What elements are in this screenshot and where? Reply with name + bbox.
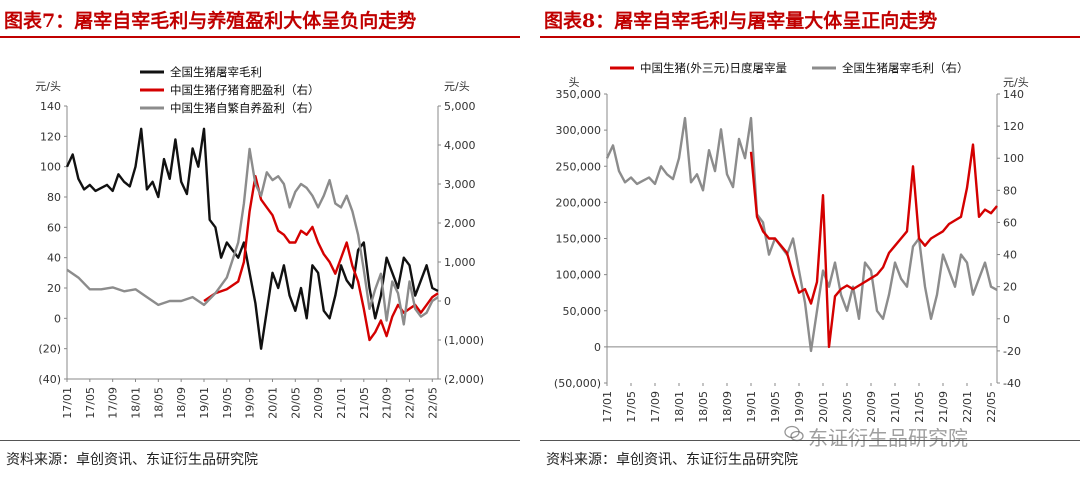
x-tick-label: 18/09 [721, 391, 734, 423]
x-tick-label: 22/05 [985, 391, 998, 423]
x-tick-label: 18/01 [673, 391, 686, 423]
right-tick-label: -40 [1003, 377, 1021, 390]
left-tick-label: 200,000 [556, 196, 602, 209]
x-tick-label: 18/05 [152, 387, 165, 419]
right-tick-label: 100 [1003, 152, 1024, 165]
series-line-1 [65, 127, 439, 350]
right-chart: 350,000 300,000 250,000 200,000 150,000 100,0… [554, 61, 1029, 423]
right-source-rule [540, 440, 1080, 441]
x-tick-label: 19/09 [793, 391, 806, 423]
left-axis-unit: 头 [569, 76, 580, 89]
right-tick-label: 140 [1003, 88, 1024, 101]
left-tick-label: 20 [47, 282, 61, 295]
left-tick-label: (40) [38, 373, 61, 386]
left-title-rule [0, 36, 520, 38]
right-axis-unit: 元/头 [444, 80, 470, 93]
right-tick-label: 40 [1003, 249, 1017, 262]
x-tick-label: 17/09 [649, 391, 662, 423]
x-tick-label: 21/01 [335, 387, 348, 419]
left-chart-panel: 图表7：屠宰自宰毛利与养殖盈利大体呈负向走势 140 120 100 80 60 40 20… [0, 0, 520, 484]
series-line-3 [66, 147, 439, 326]
x-tick-label: 20/01 [817, 391, 830, 423]
left-tick-label: 80 [47, 191, 61, 204]
right-tick-label: 60 [1003, 216, 1017, 229]
right-tick-label: 0 [1003, 313, 1010, 326]
x-tick-label: 20/01 [266, 387, 279, 419]
left-source-rule [0, 440, 520, 441]
watermark-text: 东证衍生品研究院 [808, 426, 968, 450]
x-tick-label: 17/05 [84, 387, 97, 419]
x-tick-label: 20/05 [841, 391, 854, 423]
left-tick-label: 0 [54, 312, 61, 325]
series-line-1 [749, 143, 998, 349]
legend-label-3: 中国生猪自繁自养盈利（右） [170, 101, 320, 115]
right-tick-label: 3,000 [444, 178, 476, 191]
right-tick-label: 4,000 [444, 139, 476, 152]
x-tick-label: 19/01 [198, 387, 211, 419]
right-tick-label: -20 [1003, 345, 1021, 358]
left-tick-label: 350,000 [556, 88, 602, 101]
left-tick-label: 100 [40, 161, 61, 174]
x-tick-label: 21/05 [913, 391, 926, 423]
left-chart-source: 资料来源：卓创资讯、东证衍生品研究院 [6, 452, 258, 468]
x-tick-label: 17/01 [61, 387, 74, 419]
x-tick-label: 19/01 [745, 391, 758, 423]
x-tick-label: 18/01 [129, 387, 142, 419]
x-tick-label: 19/05 [221, 387, 234, 419]
x-tick-label: 21/09 [381, 387, 394, 419]
left-tick-label: 250,000 [556, 160, 602, 173]
right-tick-label: (2,000) [444, 373, 484, 386]
left-tick-label: 50,000 [563, 305, 602, 318]
x-tick-label: 22/05 [426, 387, 439, 419]
x-tick-label: 17/05 [625, 391, 638, 423]
right-tick-label: 1,000 [444, 256, 476, 269]
left-tick-label: 40 [47, 252, 61, 265]
x-tick-label: 21/09 [937, 391, 950, 423]
x-tick-label: 18/09 [175, 387, 188, 419]
left-tick-label: 100,000 [556, 269, 602, 282]
right-chart-source: 资料来源：卓创资讯、东证衍生品研究院 [546, 452, 798, 468]
x-tick-label: 22/01 [403, 387, 416, 419]
right-tick-label: 0 [444, 295, 451, 308]
right-chart-panel: 图表8：屠宰自宰毛利与屠宰量大体呈正向走势 350,000 300,000 250,… [540, 0, 1080, 484]
left-tick-label: 140 [40, 100, 61, 113]
x-tick-label: 20/09 [312, 387, 325, 419]
legend-label-2: 中国生猪仔猪育肥盈利（右） [170, 83, 320, 97]
x-tick-label: 20/05 [289, 387, 302, 419]
left-tick-label: 0 [594, 341, 601, 354]
left-tick-label: 300,000 [556, 124, 602, 137]
right-tick-label: (1,000) [444, 334, 484, 347]
left-axis-unit: 元/头 [35, 80, 61, 93]
right-tick-label: 120 [1003, 120, 1024, 133]
legend-label-1: 中国生猪(外三元)日度屠宰量 [640, 61, 787, 75]
series-line-2 [605, 116, 998, 353]
right-tick-label: 20 [1003, 281, 1017, 294]
left-tick-label: 120 [40, 130, 61, 143]
legend-label-1: 全国生猪屠宰毛利 [170, 65, 262, 79]
left-tick-label: (50,000) [554, 377, 601, 390]
x-tick-label: 21/05 [358, 387, 371, 419]
left-tick-label: 150,000 [556, 233, 602, 246]
right-axis-unit: 元/头 [1003, 76, 1029, 89]
left-chart-title: 图表7：屠宰自宰毛利与养殖盈利大体呈负向走势 [4, 10, 417, 32]
right-title-rule [540, 36, 1080, 38]
x-tick-label: 17/01 [601, 391, 614, 423]
x-tick-label: 20/09 [865, 391, 878, 423]
x-tick-label: 17/09 [107, 387, 120, 419]
right-tick-label: 2,000 [444, 217, 476, 230]
legend-label-2: 全国生猪屠宰毛利（右） [842, 61, 969, 75]
left-chart: 140 120 100 80 60 40 20 0 (20) (40) 5,000 4,000 3,00… [35, 65, 484, 419]
right-chart-title: 图表8：屠宰自宰毛利与屠宰量大体呈正向走势 [544, 10, 938, 32]
x-tick-label: 21/01 [889, 391, 902, 423]
right-tick-label: 80 [1003, 184, 1017, 197]
x-tick-label: 18/05 [697, 391, 710, 423]
x-tick-label: 19/05 [769, 391, 782, 423]
left-tick-label: 60 [47, 221, 61, 234]
right-tick-label: 5,000 [444, 100, 476, 113]
wechat-icon [784, 425, 804, 442]
x-tick-label: 19/09 [244, 387, 257, 419]
left-tick-label: (20) [38, 343, 61, 356]
x-tick-label: 22/01 [961, 391, 974, 423]
